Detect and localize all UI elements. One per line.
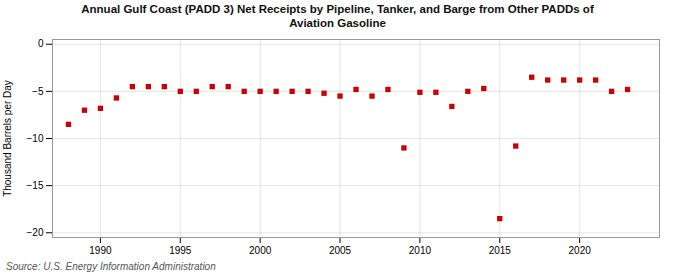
svg-text:1990: 1990	[89, 244, 112, 255]
svg-text:2010: 2010	[409, 244, 432, 255]
svg-text:0: 0	[38, 38, 44, 49]
svg-text:2015: 2015	[489, 244, 512, 255]
svg-text:−10: −10	[27, 132, 44, 143]
svg-text:2020: 2020	[569, 244, 592, 255]
svg-text:1995: 1995	[169, 244, 192, 255]
svg-text:Thousand Barrels per Day: Thousand Barrels per Day	[2, 80, 13, 197]
svg-text:−15: −15	[27, 180, 44, 191]
svg-text:2005: 2005	[329, 244, 352, 255]
svg-text:−20: −20	[27, 227, 44, 238]
html-text:Annual Gulf Coast (PADD 3) Net: Annual Gulf Coast (PADD 3) Net Receipts …	[81, 3, 594, 30]
svg-text:2000: 2000	[249, 244, 272, 255]
svg-text:−5: −5	[32, 85, 44, 96]
html-text:Source: U.S. Energy Informatio: Source: U.S. Energy Information Administ…	[6, 260, 216, 272]
